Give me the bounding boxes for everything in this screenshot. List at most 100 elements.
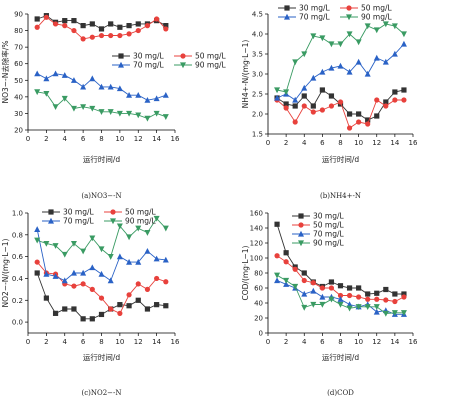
data-point bbox=[52, 21, 59, 27]
x-tick-label: 14 bbox=[390, 338, 399, 346]
legend-marker bbox=[118, 53, 124, 59]
data-point bbox=[283, 281, 290, 287]
data-point bbox=[107, 83, 114, 90]
data-point bbox=[392, 97, 398, 103]
data-point bbox=[382, 21, 389, 28]
data-point bbox=[108, 21, 114, 27]
data-point bbox=[144, 247, 151, 254]
data-point bbox=[355, 58, 362, 65]
data-point bbox=[117, 24, 123, 30]
y-tick-label: 30 bbox=[14, 110, 23, 118]
data-point bbox=[364, 304, 371, 310]
data-point bbox=[135, 92, 142, 98]
legend: 30 mg/L 50 mg/L 70 mg/L 90 mg/L bbox=[112, 52, 227, 70]
legend-label: 90 mg/L bbox=[195, 61, 227, 70]
data-point bbox=[117, 32, 123, 39]
data-point bbox=[144, 230, 151, 236]
x-tick-label: 2 bbox=[284, 338, 288, 346]
data-point bbox=[337, 283, 344, 289]
data-point bbox=[328, 285, 335, 291]
legend-marker bbox=[346, 14, 352, 21]
data-point bbox=[80, 248, 87, 255]
data-point bbox=[274, 221, 280, 227]
data-point bbox=[126, 234, 133, 241]
data-point bbox=[98, 26, 105, 32]
data-point bbox=[126, 303, 132, 309]
data-point bbox=[135, 297, 141, 303]
data-point bbox=[153, 255, 160, 262]
legend-marker bbox=[48, 217, 54, 224]
series-30-mg-L bbox=[34, 270, 169, 322]
series-70-mg-L bbox=[34, 226, 169, 284]
data-point bbox=[107, 254, 114, 260]
legend-label: 70 mg/L bbox=[313, 230, 345, 239]
data-point bbox=[117, 310, 123, 316]
x-tick-label: 6 bbox=[320, 139, 325, 147]
data-point bbox=[71, 18, 77, 24]
data-point bbox=[144, 306, 151, 312]
x-tick-label: 8 bbox=[338, 139, 342, 147]
data-point bbox=[43, 90, 50, 97]
data-point bbox=[400, 31, 407, 38]
data-point bbox=[89, 286, 95, 292]
data-point bbox=[400, 40, 407, 47]
y-tick-label: 3.5 bbox=[252, 51, 263, 59]
y-tick-label: 0.0 bbox=[12, 319, 23, 327]
data-point bbox=[108, 32, 114, 39]
data-point bbox=[346, 125, 353, 131]
y-tick-label: 0 bbox=[259, 330, 263, 338]
data-point bbox=[70, 240, 77, 247]
data-point bbox=[364, 70, 371, 77]
x-tick-label: 10 bbox=[115, 135, 124, 143]
legend-marker bbox=[180, 53, 186, 59]
data-point bbox=[126, 110, 133, 117]
data-point bbox=[126, 258, 133, 265]
data-point bbox=[391, 310, 398, 316]
data-point bbox=[34, 259, 40, 265]
data-point bbox=[391, 23, 398, 30]
data-point bbox=[292, 59, 299, 66]
data-point bbox=[301, 304, 308, 311]
legend-marker bbox=[48, 209, 54, 215]
data-point bbox=[337, 99, 344, 105]
data-point bbox=[310, 280, 316, 286]
data-point bbox=[356, 294, 362, 300]
y-tick-label: 140 bbox=[250, 225, 263, 233]
legend: 30 mg/L 50 mg/L 70 mg/L 90 mg/L bbox=[42, 208, 157, 226]
x-tick-label: 0 bbox=[26, 135, 30, 143]
data-point bbox=[52, 70, 59, 77]
x-axis-label: 运行时间/d bbox=[83, 352, 121, 362]
data-point bbox=[116, 223, 123, 230]
chart-panel-2: 0 2 4 6 8 10 12 14 16 1.5 2.0 2.5 3.0 3.5 4.0 4.5 运行时间/d… bbox=[241, 4, 418, 200]
data-point bbox=[328, 279, 335, 285]
data-point bbox=[283, 101, 289, 107]
x-tick-label: 4 bbox=[63, 135, 68, 143]
legend-label: 30 mg/L bbox=[133, 52, 165, 61]
data-point bbox=[391, 50, 398, 57]
data-point bbox=[116, 85, 123, 92]
series-90-mg-L bbox=[34, 215, 169, 260]
data-point bbox=[80, 36, 86, 42]
data-point bbox=[310, 74, 317, 81]
x-tick-label: 10 bbox=[115, 338, 124, 346]
data-point bbox=[163, 26, 169, 32]
data-point bbox=[374, 290, 380, 296]
data-point bbox=[126, 31, 132, 37]
data-point bbox=[301, 84, 308, 91]
data-point bbox=[292, 103, 298, 109]
data-point bbox=[373, 308, 380, 315]
data-point bbox=[401, 97, 407, 103]
data-point bbox=[98, 32, 105, 39]
series-50-mg-L bbox=[274, 253, 407, 305]
data-point bbox=[135, 21, 141, 27]
data-point bbox=[71, 283, 77, 289]
series-90-mg-L bbox=[274, 21, 407, 96]
data-point bbox=[401, 294, 407, 300]
data-point bbox=[337, 292, 344, 299]
x-axis-label: 运行时间/d bbox=[83, 154, 121, 164]
data-point bbox=[34, 16, 40, 22]
data-point bbox=[274, 277, 281, 284]
data-point bbox=[135, 27, 141, 34]
data-point bbox=[356, 119, 362, 125]
y-tick-label: 60 bbox=[254, 285, 263, 293]
